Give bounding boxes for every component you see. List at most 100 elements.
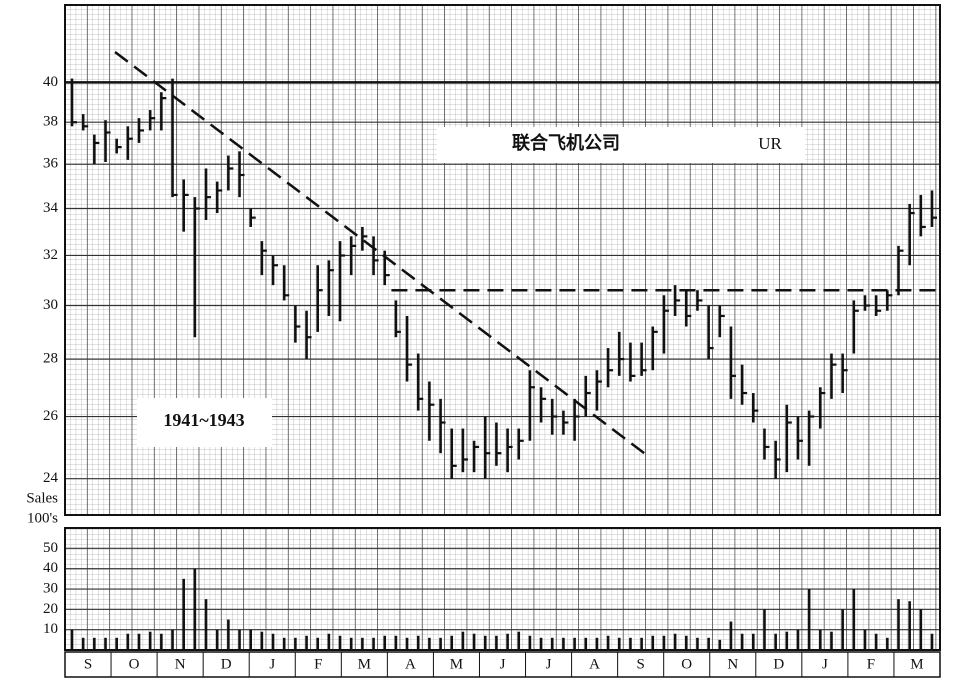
volume-bar (606, 635, 610, 650)
volume-bar (841, 609, 844, 650)
month-label: O (129, 656, 140, 672)
y-tick-label: 24 (43, 470, 59, 486)
volume-frame (64, 527, 941, 651)
chart-subtitle: UR (758, 134, 782, 153)
volume-bar (104, 637, 107, 650)
volume-bar (774, 633, 777, 650)
volume-bar (238, 629, 241, 650)
volume-bar (394, 635, 398, 650)
volume-bar (294, 637, 297, 650)
volume-bar (137, 633, 141, 650)
month-label: M (450, 656, 463, 672)
month-label: D (221, 656, 232, 672)
volume-bar (483, 635, 487, 650)
volume-bar (908, 601, 911, 650)
volume-axis-label: Sales (26, 490, 58, 506)
volume-bar (617, 637, 621, 650)
y-tick-label: 50 (43, 540, 58, 556)
volume-bar (405, 637, 409, 650)
volume-bar (249, 629, 253, 650)
month-label: J (822, 656, 828, 672)
volume-bar (528, 635, 532, 650)
volume-bar (819, 629, 822, 650)
volume-bar (684, 635, 688, 650)
volume-bar (171, 629, 174, 650)
month-label: S (636, 656, 644, 672)
volume-bar (182, 578, 185, 650)
volume-bar (852, 589, 856, 650)
volume-bar (115, 637, 118, 650)
volume-bar (707, 637, 710, 650)
volume-bar (796, 629, 800, 650)
month-label: O (681, 656, 692, 672)
volume-bar (439, 637, 442, 650)
volume-bar (495, 635, 498, 650)
volume-bar (305, 635, 308, 650)
volume-bar (383, 635, 387, 650)
volume-bar (215, 629, 219, 650)
month-label: M (358, 656, 371, 672)
volume-bar (428, 637, 431, 650)
volume-bar (696, 637, 699, 650)
volume-axis-label: 100's (27, 510, 58, 526)
volume-bar (204, 599, 208, 650)
price-frame (64, 4, 941, 516)
volume-bar (148, 631, 152, 650)
volume-bar (595, 637, 599, 650)
y-tick-label: 32 (43, 247, 58, 263)
volume-bar (349, 637, 353, 650)
volume-bar (584, 637, 588, 650)
y-tick-label: 36 (43, 156, 59, 172)
volume-bar (930, 633, 934, 650)
volume-bar (863, 629, 867, 650)
volume-bar (550, 637, 554, 650)
volume-bar (81, 637, 85, 650)
chart-title: 联合飞机公司 (512, 132, 620, 153)
volume-bar (450, 635, 454, 650)
month-label: J (500, 656, 506, 672)
month-label: D (773, 656, 784, 672)
volume-bar (461, 631, 465, 650)
month-label: N (727, 656, 738, 672)
volume-bar (416, 635, 420, 650)
volume-bar (673, 633, 677, 650)
volume-bar (807, 589, 811, 650)
volume-bar (763, 609, 766, 650)
volume-bar (93, 637, 96, 650)
y-tick-label: 30 (43, 297, 58, 313)
volume-bar (874, 633, 878, 650)
volume-bar (897, 599, 900, 650)
volume-bar (126, 633, 130, 650)
volume-bar (830, 631, 833, 650)
volume-bar (886, 637, 889, 650)
month-strip (64, 651, 941, 678)
volume-bar (70, 629, 74, 650)
y-tick-label: 28 (43, 350, 58, 366)
y-tick-label: 20 (43, 601, 58, 617)
volume-bar (361, 637, 364, 650)
volume-bar (260, 631, 264, 650)
volume-bar (338, 635, 342, 650)
volume-bar (316, 637, 320, 650)
volume-bar (517, 631, 521, 650)
volume-bar (919, 609, 923, 650)
volume-bar (227, 619, 230, 650)
reference-line (114, 51, 650, 458)
volume-bar (662, 635, 666, 650)
month-label: M (910, 656, 923, 672)
title-box (437, 127, 805, 163)
volume-bar (651, 635, 655, 650)
y-tick-label: 26 (43, 408, 59, 424)
y-tick-label: 34 (43, 200, 59, 216)
volume-bar (327, 633, 331, 650)
volume-bar (539, 637, 543, 650)
y-tick-label: 40 (43, 74, 58, 90)
volume-bar (271, 633, 275, 650)
month-label: A (589, 656, 600, 672)
month-label: S (84, 656, 92, 672)
y-tick-label: 40 (43, 560, 58, 576)
volume-bar (640, 637, 643, 650)
volume-bar (751, 633, 755, 650)
month-label: J (269, 656, 275, 672)
